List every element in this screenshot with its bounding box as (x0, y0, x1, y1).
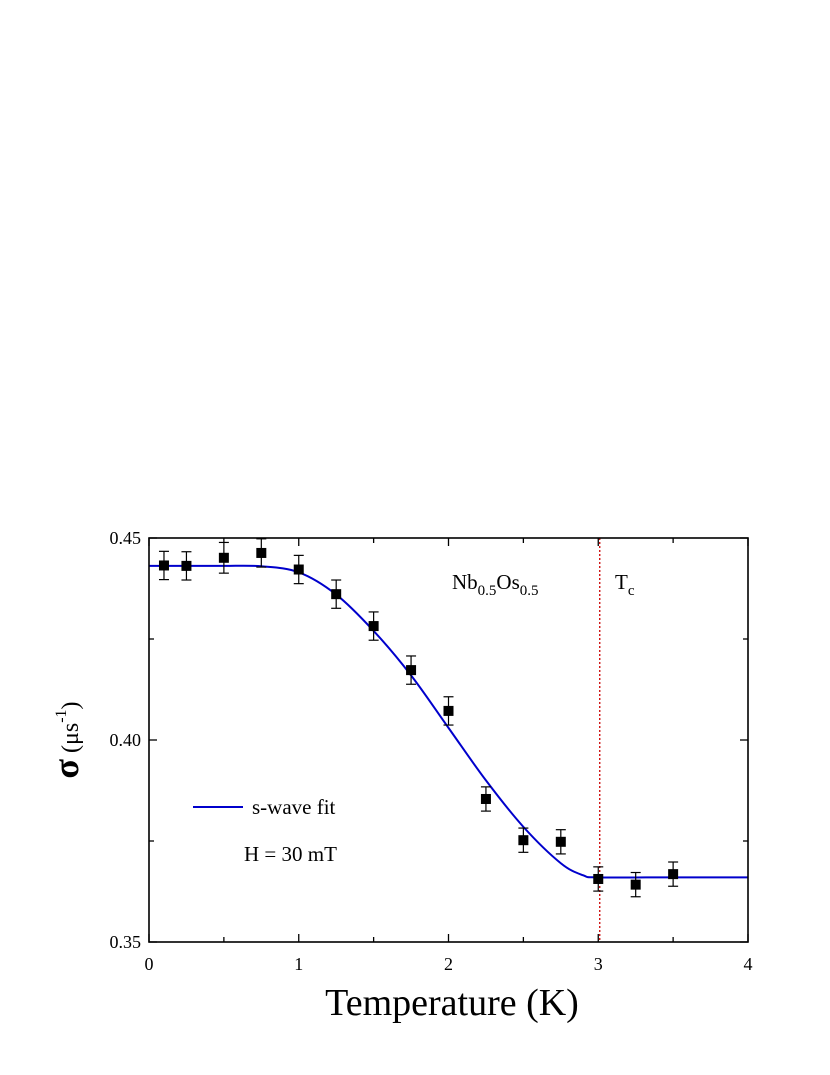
data-marker (181, 560, 192, 571)
data-point (668, 861, 679, 887)
x-axis-label: Temperature (K) (325, 982, 579, 1024)
data-marker (593, 873, 604, 884)
y-tick-label: 0.40 (110, 730, 142, 750)
data-marker (443, 705, 454, 716)
data-point (331, 579, 342, 609)
data-marker (158, 560, 169, 571)
legend-fit-label: s-wave fit (252, 795, 336, 819)
data-point (181, 551, 192, 581)
data-point (293, 554, 304, 585)
data-marker (256, 547, 267, 558)
data-points-group (158, 538, 679, 898)
field-annotation: H = 30 mT (244, 842, 337, 866)
data-marker (406, 665, 417, 676)
x-tick-label: 0 (145, 954, 154, 974)
x-tick-label: 1 (294, 954, 303, 974)
tc-label-sub: c (628, 583, 635, 599)
compound-label: Nb0.5Os0.5 (452, 570, 539, 599)
data-marker (630, 879, 641, 890)
fit-curve (149, 564, 748, 879)
compound-nb: Nb (452, 570, 478, 594)
x-tick-label: 4 (744, 954, 753, 974)
tc-label-main: T (615, 570, 628, 594)
y-axis-label: σ (μs-1) (46, 701, 86, 778)
compound-nb-sub: 0.5 (478, 583, 497, 599)
y-tick-label: 0.35 (110, 932, 142, 952)
x-tick-label: 3 (594, 954, 603, 974)
data-marker (518, 835, 529, 846)
data-marker (331, 589, 342, 600)
x-tick-label: 2 (444, 954, 453, 974)
data-point (158, 550, 169, 581)
data-marker (218, 552, 229, 563)
data-marker (293, 564, 304, 575)
data-point (256, 538, 267, 568)
data-point (518, 827, 529, 853)
compound-os-sub: 0.5 (520, 583, 539, 599)
fit-curve-group (149, 564, 748, 879)
data-point (555, 829, 566, 855)
data-marker (668, 869, 679, 880)
data-point (480, 786, 491, 812)
y-axis-unit-close: ) (58, 701, 84, 709)
data-marker (555, 836, 566, 847)
data-marker (480, 793, 491, 804)
data-point (406, 655, 417, 685)
data-point (630, 871, 641, 898)
data-point (443, 696, 454, 726)
y-axis-unit-exponent: -1 (53, 709, 70, 722)
y-axis-sigma: σ (46, 759, 86, 779)
data-point (593, 866, 604, 892)
tc-label: Tc (615, 570, 635, 599)
data-marker (368, 621, 379, 632)
plot-frame (148, 537, 749, 943)
axis-ticks-group: 0 1 2 3 4 0.35 0.40 0.45 (110, 528, 753, 974)
data-point (218, 541, 229, 574)
y-tick-label: 0.45 (110, 528, 142, 548)
data-point (368, 611, 379, 641)
compound-os: Os (496, 570, 519, 594)
y-axis-unit-open: (μs (58, 723, 84, 759)
